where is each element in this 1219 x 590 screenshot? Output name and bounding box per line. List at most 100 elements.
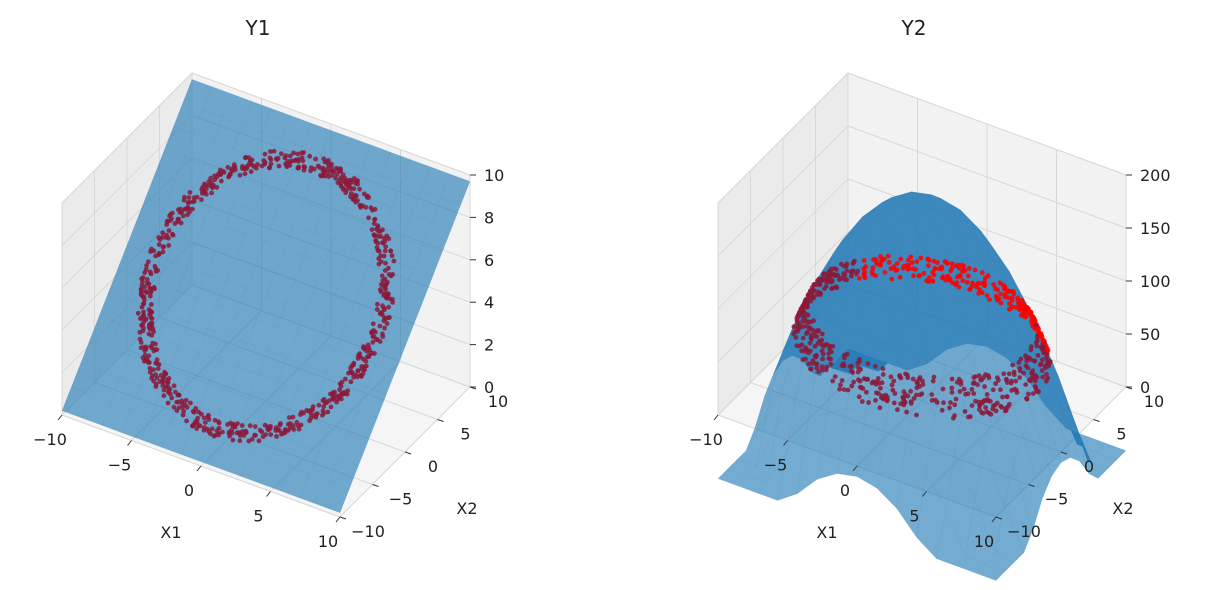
scatter-point bbox=[984, 293, 990, 298]
scatter-point bbox=[160, 249, 166, 255]
scatter-point bbox=[141, 319, 147, 325]
scatter-point bbox=[859, 399, 865, 404]
scatter-point bbox=[388, 248, 394, 254]
scatter-point bbox=[363, 358, 369, 364]
chart-title: Y2 bbox=[901, 16, 927, 40]
scatter-point bbox=[849, 368, 854, 374]
scatter-point bbox=[878, 262, 883, 268]
scatter-point bbox=[357, 186, 362, 192]
scatter-point bbox=[191, 422, 197, 427]
scatter-point bbox=[856, 275, 862, 281]
scatter-point bbox=[328, 404, 334, 410]
x-tick-mark bbox=[127, 440, 132, 446]
scatter-point bbox=[901, 389, 907, 394]
scatter-point bbox=[837, 277, 842, 283]
scatter-point bbox=[862, 269, 867, 275]
scatter-point bbox=[301, 164, 307, 169]
scatter-point bbox=[168, 391, 173, 397]
scatter-point bbox=[144, 263, 150, 268]
scatter-point bbox=[307, 153, 313, 159]
scatter-point bbox=[164, 218, 170, 224]
y-tick-label: −10 bbox=[351, 522, 385, 541]
scatter-point bbox=[366, 345, 372, 351]
scatter-point bbox=[949, 390, 955, 395]
scatter-point bbox=[901, 395, 907, 401]
scatter-point bbox=[911, 396, 917, 401]
scatter-point bbox=[813, 354, 819, 359]
y-tick-label: 5 bbox=[460, 425, 470, 444]
scatter-point bbox=[237, 172, 243, 178]
scatter-point bbox=[168, 212, 173, 217]
scatter-point bbox=[1006, 295, 1011, 301]
scatter-point bbox=[878, 385, 883, 391]
scatter-point bbox=[812, 333, 818, 339]
scatter-point bbox=[913, 267, 918, 272]
scatter-point bbox=[161, 374, 167, 380]
scatter-point bbox=[953, 396, 959, 402]
scatter-point bbox=[248, 169, 254, 175]
scatter-point bbox=[816, 369, 821, 375]
scatter-point bbox=[914, 412, 919, 418]
surface-patch bbox=[937, 296, 968, 350]
scatter-point bbox=[364, 194, 370, 200]
scatter-point bbox=[178, 220, 184, 226]
scatter-point bbox=[367, 352, 372, 358]
scatter-point bbox=[380, 331, 385, 337]
scatter-point bbox=[926, 263, 931, 268]
scatter-point bbox=[1004, 394, 1010, 400]
scatter-point bbox=[372, 216, 378, 222]
x-tick-mark bbox=[266, 491, 271, 497]
scatter-point bbox=[199, 411, 204, 417]
scatter-point bbox=[908, 388, 913, 394]
scatter-point bbox=[831, 272, 836, 278]
scatter-point bbox=[1016, 302, 1022, 308]
scatter-point bbox=[842, 355, 847, 361]
x-axis-label: X1 bbox=[160, 523, 181, 542]
scatter-point bbox=[334, 171, 340, 177]
scatter-point bbox=[1017, 368, 1023, 374]
scatter-point bbox=[875, 376, 881, 381]
scatter-point bbox=[977, 287, 982, 292]
scatter-point bbox=[881, 395, 887, 401]
scatter-point bbox=[855, 360, 861, 366]
scatter-point bbox=[920, 382, 926, 387]
scatter-point bbox=[214, 428, 220, 434]
surface-patch bbox=[1076, 435, 1107, 453]
scatter-point bbox=[872, 363, 878, 369]
scatter-point bbox=[891, 264, 897, 270]
scatter-point bbox=[910, 376, 916, 382]
x-tick-label: −5 bbox=[108, 456, 132, 475]
scatter-point bbox=[199, 197, 204, 203]
scatter-point bbox=[908, 401, 914, 406]
scatter-point bbox=[861, 258, 867, 263]
scatter-point bbox=[885, 253, 891, 259]
scatter-point bbox=[834, 272, 840, 278]
scatter-point bbox=[873, 381, 879, 387]
scatter-point bbox=[893, 268, 899, 273]
scatter-point bbox=[1026, 355, 1032, 361]
scatter-point bbox=[287, 153, 293, 159]
scatter-point bbox=[147, 285, 153, 291]
scatter-point bbox=[383, 260, 388, 266]
scatter-point bbox=[370, 207, 375, 213]
scatter-point bbox=[1039, 368, 1045, 373]
scatter-point bbox=[321, 404, 327, 409]
scatter-point bbox=[808, 298, 814, 304]
scatter-point bbox=[229, 427, 235, 432]
scatter-point bbox=[185, 200, 191, 206]
scatter-point bbox=[313, 156, 318, 162]
scatter-point bbox=[375, 223, 381, 229]
scatter-point bbox=[169, 216, 174, 222]
scatter-point bbox=[986, 375, 992, 381]
scatter-point bbox=[832, 374, 838, 379]
y-tick-label: 0 bbox=[428, 457, 438, 476]
z-tick-label: 8 bbox=[484, 208, 494, 227]
scatter-point bbox=[380, 303, 385, 309]
scatter-point bbox=[793, 335, 799, 340]
scatter-point bbox=[803, 345, 808, 351]
scatter-point bbox=[969, 403, 975, 408]
scatter-point bbox=[844, 277, 850, 283]
scatter-point bbox=[232, 164, 238, 170]
scatter-point bbox=[149, 246, 154, 252]
scatter-point bbox=[917, 375, 923, 380]
